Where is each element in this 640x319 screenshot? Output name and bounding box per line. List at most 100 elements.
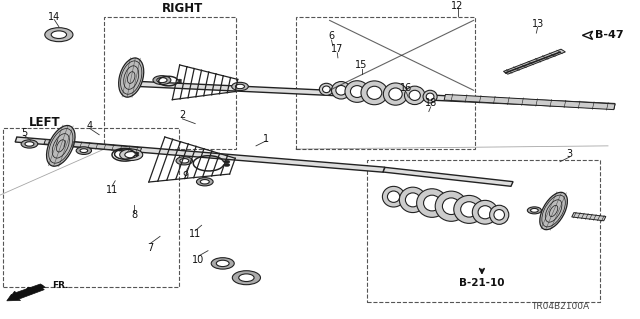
Circle shape bbox=[51, 31, 67, 39]
Text: 17: 17 bbox=[331, 44, 344, 54]
Ellipse shape bbox=[494, 210, 504, 220]
Polygon shape bbox=[383, 167, 513, 186]
Ellipse shape bbox=[423, 90, 437, 103]
Text: 6: 6 bbox=[328, 31, 335, 41]
Text: 1: 1 bbox=[262, 134, 269, 144]
Ellipse shape bbox=[345, 81, 369, 102]
Ellipse shape bbox=[383, 83, 408, 105]
Text: TR04B2100A: TR04B2100A bbox=[531, 302, 589, 311]
Polygon shape bbox=[572, 213, 606, 221]
Circle shape bbox=[21, 140, 38, 148]
Ellipse shape bbox=[426, 93, 434, 100]
Text: 12: 12 bbox=[451, 1, 464, 11]
Ellipse shape bbox=[387, 191, 400, 202]
Text: 10: 10 bbox=[192, 255, 205, 265]
Text: 9: 9 bbox=[182, 171, 189, 181]
Circle shape bbox=[178, 81, 182, 83]
FancyArrow shape bbox=[10, 284, 45, 297]
Polygon shape bbox=[15, 137, 385, 172]
Text: LEFT: LEFT bbox=[29, 116, 61, 129]
Circle shape bbox=[135, 152, 139, 154]
Ellipse shape bbox=[118, 58, 144, 97]
Text: 5: 5 bbox=[21, 128, 28, 138]
Text: 13: 13 bbox=[531, 19, 544, 29]
Ellipse shape bbox=[351, 85, 364, 98]
Ellipse shape bbox=[389, 88, 402, 100]
Ellipse shape bbox=[399, 187, 426, 212]
Ellipse shape bbox=[409, 90, 420, 100]
Circle shape bbox=[196, 178, 213, 186]
Ellipse shape bbox=[47, 125, 75, 166]
Text: 18: 18 bbox=[424, 98, 437, 108]
Circle shape bbox=[120, 149, 143, 160]
Ellipse shape bbox=[383, 186, 405, 207]
Text: 4: 4 bbox=[86, 121, 93, 131]
Ellipse shape bbox=[540, 192, 568, 230]
Polygon shape bbox=[137, 81, 615, 109]
Bar bbox=[296, 17, 475, 149]
Text: RIGHT: RIGHT bbox=[162, 3, 203, 15]
Bar bbox=[3, 128, 179, 287]
Circle shape bbox=[232, 82, 248, 91]
Text: FR.: FR. bbox=[52, 280, 69, 290]
Ellipse shape bbox=[472, 200, 498, 224]
Circle shape bbox=[200, 180, 209, 184]
Circle shape bbox=[153, 76, 171, 85]
Text: 11: 11 bbox=[106, 185, 118, 195]
Ellipse shape bbox=[490, 205, 509, 224]
Circle shape bbox=[125, 152, 138, 158]
Text: 15: 15 bbox=[355, 60, 368, 70]
Polygon shape bbox=[504, 49, 565, 74]
Ellipse shape bbox=[404, 86, 425, 105]
Circle shape bbox=[236, 84, 244, 89]
Ellipse shape bbox=[332, 82, 351, 99]
Polygon shape bbox=[44, 139, 141, 152]
Circle shape bbox=[138, 155, 143, 157]
Ellipse shape bbox=[405, 193, 420, 207]
Text: B-47: B-47 bbox=[595, 30, 624, 40]
Circle shape bbox=[216, 260, 229, 267]
Circle shape bbox=[25, 142, 34, 146]
Circle shape bbox=[527, 207, 541, 214]
Polygon shape bbox=[444, 94, 615, 110]
Text: 3: 3 bbox=[566, 149, 573, 160]
Text: B-21-10: B-21-10 bbox=[459, 278, 505, 288]
Ellipse shape bbox=[461, 202, 477, 217]
Bar bbox=[367, 160, 600, 301]
Text: 2: 2 bbox=[179, 110, 186, 120]
Circle shape bbox=[224, 160, 230, 163]
Ellipse shape bbox=[367, 86, 382, 99]
Bar bbox=[104, 17, 236, 149]
Circle shape bbox=[180, 159, 189, 163]
Ellipse shape bbox=[361, 81, 388, 105]
Ellipse shape bbox=[336, 85, 346, 95]
Ellipse shape bbox=[442, 198, 460, 214]
Ellipse shape bbox=[323, 86, 330, 93]
Circle shape bbox=[178, 79, 182, 81]
Ellipse shape bbox=[435, 191, 467, 221]
Circle shape bbox=[211, 258, 234, 269]
Ellipse shape bbox=[417, 189, 447, 217]
Text: 7: 7 bbox=[147, 242, 154, 253]
Ellipse shape bbox=[454, 196, 484, 223]
Polygon shape bbox=[582, 31, 593, 40]
Ellipse shape bbox=[478, 206, 492, 219]
Circle shape bbox=[157, 78, 167, 83]
Text: 14: 14 bbox=[48, 12, 61, 22]
Circle shape bbox=[138, 152, 143, 155]
Circle shape bbox=[232, 271, 260, 285]
Circle shape bbox=[135, 154, 139, 156]
Circle shape bbox=[80, 149, 88, 152]
Ellipse shape bbox=[424, 195, 440, 211]
Circle shape bbox=[239, 274, 254, 281]
Text: 16: 16 bbox=[400, 83, 413, 93]
Ellipse shape bbox=[319, 83, 333, 95]
Circle shape bbox=[176, 157, 193, 165]
Text: 11: 11 bbox=[189, 229, 202, 240]
Text: 8: 8 bbox=[131, 211, 138, 220]
Circle shape bbox=[531, 208, 538, 212]
FancyArrow shape bbox=[7, 286, 44, 301]
Circle shape bbox=[224, 163, 230, 167]
Circle shape bbox=[45, 28, 73, 42]
Circle shape bbox=[76, 147, 92, 154]
